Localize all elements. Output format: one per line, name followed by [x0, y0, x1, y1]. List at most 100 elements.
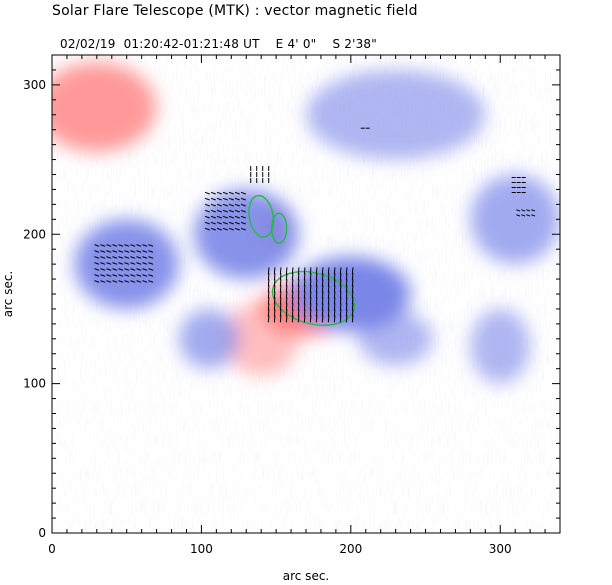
field-vector-0-26 [279, 315, 282, 323]
field-vector-0-14 [273, 297, 276, 305]
field-vector-1-64 [148, 250, 154, 253]
field-vector-2-6 [204, 227, 210, 231]
field-vector-0-119 [345, 279, 348, 287]
field-vector-0-85 [321, 291, 324, 299]
plot-area [52, 55, 560, 533]
field-vector-1-49 [136, 244, 142, 247]
field-vector-0-19 [279, 273, 282, 281]
positive-polarity-region-0 [52, 62, 157, 153]
field-vector-0-55 [303, 273, 306, 281]
field-vector-0-25 [279, 309, 282, 317]
field-vector-0-8 [267, 315, 270, 323]
field-vector-2-12 [210, 221, 216, 225]
field-vector-0-101 [333, 279, 336, 287]
field-vector-5-7 [531, 214, 536, 217]
field-vector-0-35 [285, 315, 288, 323]
contour-0 [271, 270, 356, 326]
field-vector-1-53 [136, 268, 142, 271]
field-vector-2-11 [210, 215, 216, 219]
field-vector-0-102 [333, 285, 336, 293]
field-vector-0-97 [327, 309, 330, 317]
field-vector-0-133 [351, 309, 354, 317]
field-vector-5-3 [521, 214, 526, 217]
field-vector-0-128 [351, 279, 354, 287]
field-vector-0-22 [279, 291, 282, 299]
field-vector-2-45 [240, 209, 246, 213]
positive-polarity-region-2 [223, 301, 299, 377]
field-vector-0-93 [327, 285, 330, 293]
field-vector-0-28 [285, 273, 288, 281]
field-vector-0-80 [315, 315, 318, 323]
field-vector-0-88 [321, 309, 324, 317]
field-vector-0-71 [309, 315, 312, 323]
field-vector-5-4 [526, 209, 531, 212]
field-vector-1-19 [106, 274, 112, 277]
field-vector-2-21 [222, 191, 228, 195]
field-vector-1-31 [118, 262, 124, 265]
field-vector-1-28 [118, 244, 124, 247]
field-vector-2-17 [216, 209, 222, 213]
field-vector-2-46 [240, 215, 246, 219]
field-vector-1-15 [106, 250, 112, 253]
field-vector-0-63 [309, 267, 312, 275]
negative-polarity-region-4 [193, 189, 299, 280]
field-vector-0-131 [351, 297, 354, 305]
field-vector-0-132 [351, 303, 354, 311]
field-vector-0-96 [327, 303, 330, 311]
field-vector-1-65 [148, 256, 154, 259]
field-vector-0-69 [309, 303, 312, 311]
field-vector-0-110 [339, 279, 342, 287]
field-vector-0-70 [309, 309, 312, 317]
field-vector-0-121 [345, 291, 348, 299]
field-vector-0-20 [279, 279, 282, 287]
field-vector-1-40 [124, 274, 130, 277]
field-vector-2-9 [210, 203, 216, 207]
field-vector-0-67 [309, 291, 312, 299]
field-vector-0-49 [297, 291, 300, 299]
field-vector-1-5 [94, 274, 100, 277]
field-vector-0-113 [339, 297, 342, 305]
field-vector-2-13 [210, 227, 216, 231]
field-vector-1-27 [112, 280, 118, 283]
negative-polarity-region-10 [358, 311, 433, 366]
field-vector-0-103 [333, 291, 336, 299]
field-vector-0-1 [267, 273, 270, 281]
field-vector-0-105 [333, 303, 336, 311]
field-vector-0-12 [273, 285, 276, 293]
field-vector-0-84 [321, 285, 324, 293]
field-vector-0-7 [267, 309, 270, 317]
field-vector-1-46 [130, 268, 136, 271]
field-vector-1-20 [106, 280, 112, 283]
field-vector-0-41 [291, 297, 294, 305]
field-vector-0-108 [339, 267, 342, 275]
field-vector-0-60 [303, 303, 306, 311]
axes: 0 100 200 300 0 100 200 300 [23, 54, 561, 556]
field-vector-0-51 [297, 303, 300, 311]
field-vector-2-2 [204, 203, 210, 207]
field-vector-0-89 [321, 315, 324, 323]
field-vector-0-54 [303, 267, 306, 275]
field-vector-0-116 [339, 315, 342, 323]
field-vector-2-15 [216, 197, 222, 201]
field-vector-1-29 [118, 250, 124, 253]
field-vector-0-16 [273, 309, 276, 317]
field-vector-2-3 [204, 209, 210, 213]
field-vector-2-5 [204, 221, 210, 225]
field-vector-0-39 [291, 285, 294, 293]
field-vector-0-107 [333, 315, 336, 323]
field-vector-1-30 [118, 256, 124, 259]
field-vector-0-111 [339, 285, 342, 293]
field-vector-0-36 [291, 267, 294, 275]
field-vector-2-26 [222, 221, 228, 225]
field-vector-2-22 [222, 197, 228, 201]
field-vector-0-127 [351, 273, 354, 281]
field-vector-2-40 [234, 221, 240, 225]
field-vector-1-44 [130, 256, 136, 259]
negative-polarity-region-11 [470, 308, 531, 384]
field-vector-0-50 [297, 297, 300, 305]
observation-date: 02/02/19 [60, 37, 116, 51]
field-vector-2-38 [234, 209, 240, 213]
field-vector-1-11 [100, 268, 106, 271]
field-vector-0-23 [279, 297, 282, 305]
field-vector-0-2 [267, 279, 270, 287]
